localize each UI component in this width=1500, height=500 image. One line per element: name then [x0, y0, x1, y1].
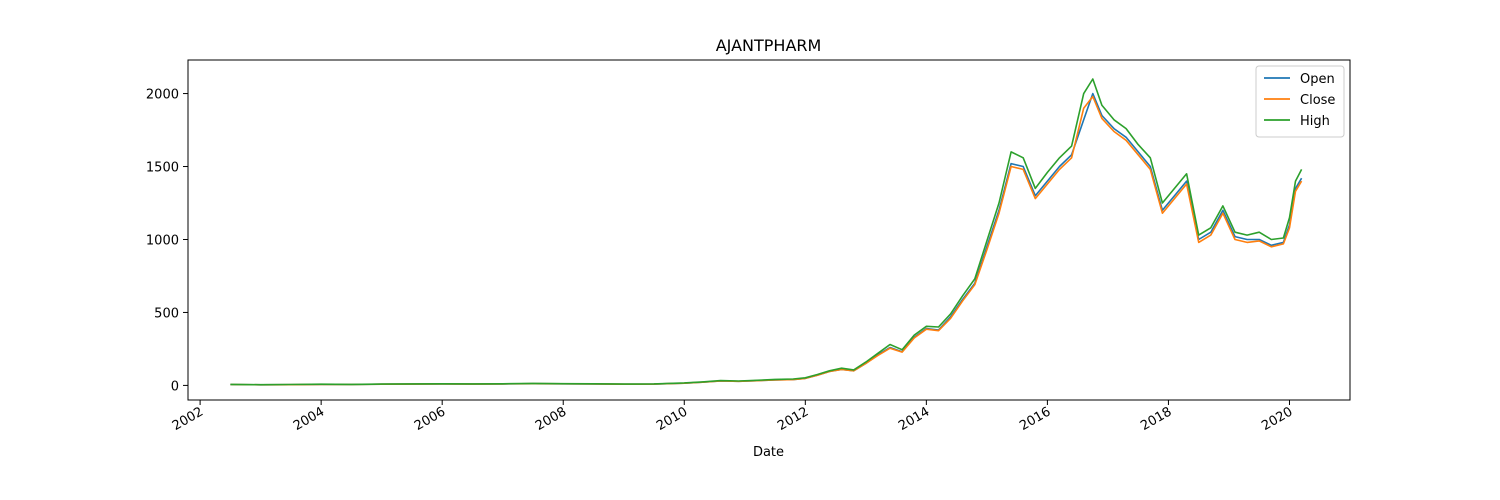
legend: Open Close High	[1255, 65, 1345, 138]
series-layer	[230, 78, 1303, 386]
y-tick-label: 500	[154, 306, 179, 321]
chart-title: AJANTPHARM	[716, 36, 822, 55]
x-axis-label: Date	[753, 445, 784, 460]
y-tick-label: 2000	[146, 88, 179, 103]
legend-label-close: Close	[1300, 93, 1335, 108]
y-axis: 0 500 1000 1500 2000	[146, 88, 188, 394]
series-line-high	[230, 78, 1303, 386]
plot-frame	[187, 59, 1351, 401]
legend-label-open: Open	[1300, 72, 1335, 87]
y-tick-label: 0	[171, 379, 179, 394]
y-tick-label: 1000	[146, 233, 179, 248]
legend-label-high: High	[1300, 114, 1330, 129]
y-tick-label: 1500	[146, 161, 179, 176]
